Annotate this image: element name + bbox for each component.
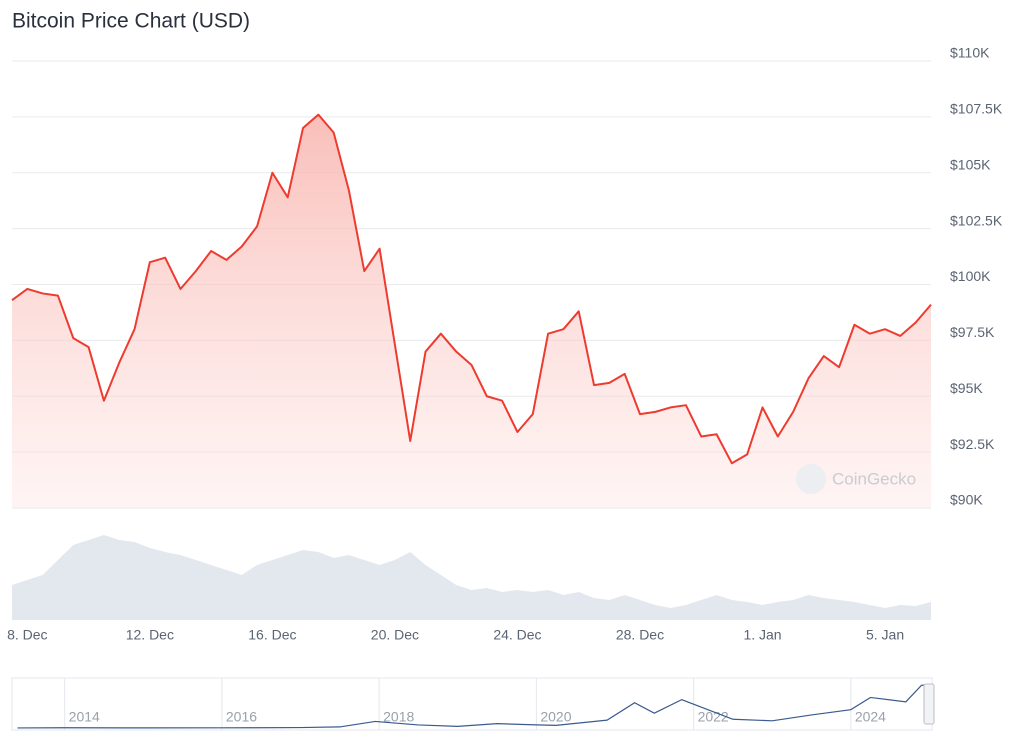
price-line: [11, 113, 932, 465]
x-tick-label: 28. Dec: [616, 627, 664, 643]
x-tick-label: 8. Dec: [7, 627, 47, 643]
watermark: CoinGecko: [796, 464, 916, 494]
x-tick-label: 1. Jan: [743, 627, 781, 643]
watermark-text: CoinGecko: [832, 469, 916, 488]
watermark-logo: [796, 464, 826, 494]
chart-title: Bitcoin Price Chart (USD): [12, 10, 250, 33]
y-tick-label: $90K: [950, 492, 983, 508]
x-tick-label: 20. Dec: [371, 627, 419, 643]
navigator-tick-label: 2024: [855, 709, 886, 725]
navigator-line: [17, 684, 930, 729]
navigator-tick-label: 2014: [69, 709, 100, 725]
y-tick-label: $92.5K: [950, 436, 995, 452]
price-area: [12, 114, 931, 508]
navigator-tick-label: 2018: [383, 709, 414, 725]
navigator-frame: [11, 677, 933, 731]
y-tick-label: $97.5K: [950, 324, 995, 340]
y-tick-label: $110K: [950, 45, 990, 61]
navigator-tick-label: 2020: [540, 709, 571, 725]
x-tick-label: 16. Dec: [248, 627, 296, 643]
y-tick-label: $107.5K: [950, 101, 1003, 117]
navigator-handle[interactable]: [923, 683, 935, 725]
y-tick-label: $100K: [950, 268, 991, 284]
y-tick-label: $95K: [950, 380, 983, 396]
x-tick-label: 12. Dec: [126, 627, 174, 643]
navigator-tick-label: 2016: [226, 709, 257, 725]
y-tick-label: $105K: [950, 156, 991, 172]
x-tick-label: 5. Jan: [866, 627, 904, 643]
y-tick-label: $102.5K: [950, 212, 1003, 228]
volume-area: [12, 535, 931, 620]
x-tick-label: 24. Dec: [493, 627, 541, 643]
navigator-tick-label: 2022: [698, 709, 729, 725]
